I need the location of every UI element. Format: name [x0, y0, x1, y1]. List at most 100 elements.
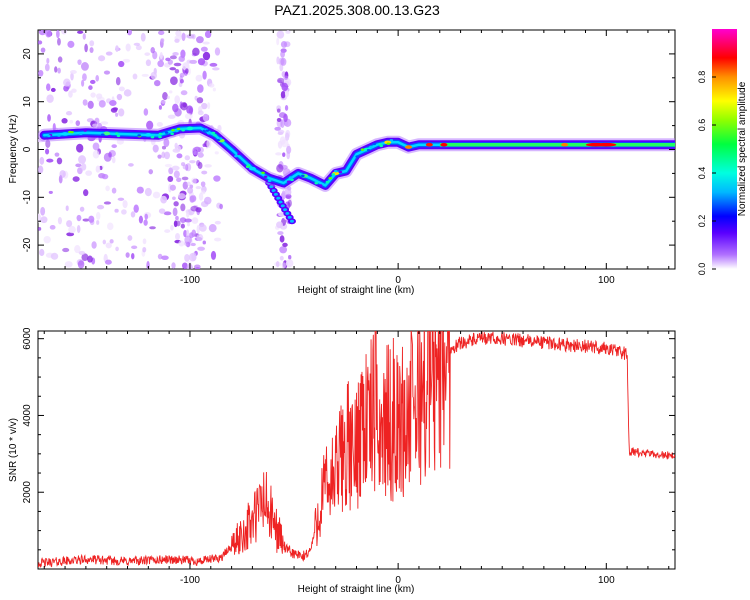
ridge-speck: [389, 139, 394, 142]
noise-blob: [280, 50, 285, 58]
ridge-speck: [325, 180, 330, 184]
noise-blob: [111, 144, 117, 149]
noise-blob: [212, 87, 216, 92]
noise-blob: [169, 184, 176, 191]
noise-blob: [96, 93, 103, 100]
noise-blob: [171, 165, 180, 171]
noise-blob: [50, 87, 56, 92]
noise-blob: [87, 255, 93, 263]
noise-blob: [46, 158, 54, 163]
ridge-speck: [289, 176, 293, 179]
noise-blob: [92, 150, 100, 159]
noise-blob: [161, 145, 167, 150]
noise-blob: [181, 176, 189, 181]
ridge-peak: [103, 131, 111, 136]
noise-blob: [175, 220, 181, 227]
figure-title: PAZ1.2025.308.00.13.G23: [274, 2, 440, 18]
noise-blob: [116, 93, 123, 101]
noise-blob: [176, 153, 183, 159]
ridge-speck: [369, 145, 373, 149]
noise-blob: [114, 208, 119, 213]
noise-blob: [281, 82, 289, 92]
noise-blob: [131, 252, 135, 260]
noise-blob: [125, 252, 130, 258]
noise-blob: [200, 46, 208, 52]
colorbar-label: Normalized spectral amplitude: [737, 81, 748, 216]
ridge-speck: [328, 177, 333, 180]
noise-blob: [182, 262, 188, 269]
noise-blob: [132, 73, 138, 80]
noise-blob: [63, 78, 71, 87]
noise-blob: [94, 117, 100, 125]
noise-blob: [145, 59, 152, 67]
noise-blob: [168, 167, 174, 175]
noise-blob: [202, 240, 206, 245]
ridge-speck: [170, 132, 174, 136]
noise-blob: [201, 170, 208, 175]
noise-blob: [196, 97, 204, 104]
noise-blob: [92, 142, 100, 151]
ridge-peak: [248, 166, 256, 171]
ridge-speck: [107, 135, 112, 138]
noise-blob: [127, 235, 133, 241]
noise-blob: [138, 215, 144, 224]
noise-blob: [150, 71, 157, 80]
noise-blob: [69, 69, 77, 75]
noise-blob: [284, 132, 290, 141]
noise-blob: [198, 192, 204, 201]
noise-blob: [103, 152, 112, 162]
noise-blob: [47, 114, 51, 122]
noise-blob: [85, 170, 93, 176]
ridge-speck: [386, 142, 391, 145]
noise-blob: [274, 126, 281, 131]
noise-blob: [166, 95, 170, 100]
ridge-peak: [186, 126, 194, 131]
noise-blob: [186, 181, 191, 186]
noise-blob: [144, 187, 152, 197]
noise-blob: [189, 59, 198, 64]
noise-blob: [177, 193, 186, 200]
ridge-peak: [425, 142, 433, 147]
noise-blob: [170, 224, 174, 231]
noise-blob: [275, 260, 280, 268]
noise-blob: [285, 30, 291, 34]
noise-blob: [76, 225, 81, 234]
spectrogram-content: [38, 30, 675, 269]
noise-blob: [118, 108, 125, 117]
noise-blob: [279, 235, 285, 243]
noise-blob: [67, 40, 75, 48]
noise-blob: [78, 250, 86, 255]
noise-blob: [197, 58, 206, 66]
noise-blob: [201, 102, 208, 110]
noise-blob: [89, 47, 94, 54]
y-tick-label: 10: [22, 96, 33, 108]
noise-blob: [204, 164, 212, 168]
ridge-speck: [83, 129, 88, 132]
noise-blob: [65, 111, 73, 116]
noise-blob: [142, 247, 147, 253]
y-tick-label: 6000: [22, 327, 33, 350]
noise-blob: [186, 34, 195, 39]
noise-blob: [161, 151, 166, 159]
noise-blob: [160, 38, 165, 43]
noise-blob: [133, 204, 139, 213]
noise-blob: [48, 190, 53, 194]
spectrogram-xlabel: Height of straight line (km): [298, 285, 415, 296]
noise-blob: [197, 161, 203, 170]
noise-blob: [75, 120, 81, 127]
noise-blob: [275, 152, 282, 156]
noise-blob: [105, 51, 113, 56]
noise-blob: [169, 67, 176, 71]
noise-blob: [115, 112, 119, 117]
noise-blob: [203, 196, 212, 205]
colorbar-axes: 0.0 0.2 0.4 0.6 0.8: [697, 71, 716, 275]
noise-blob: [140, 32, 146, 42]
noise-blob: [102, 239, 107, 245]
y-tick-label: 2000: [22, 481, 33, 504]
noise-blob: [38, 213, 42, 223]
noise-blob: [162, 92, 168, 101]
noise-blob: [157, 154, 162, 159]
noise-blob: [172, 52, 179, 56]
branch-core: [287, 215, 292, 219]
